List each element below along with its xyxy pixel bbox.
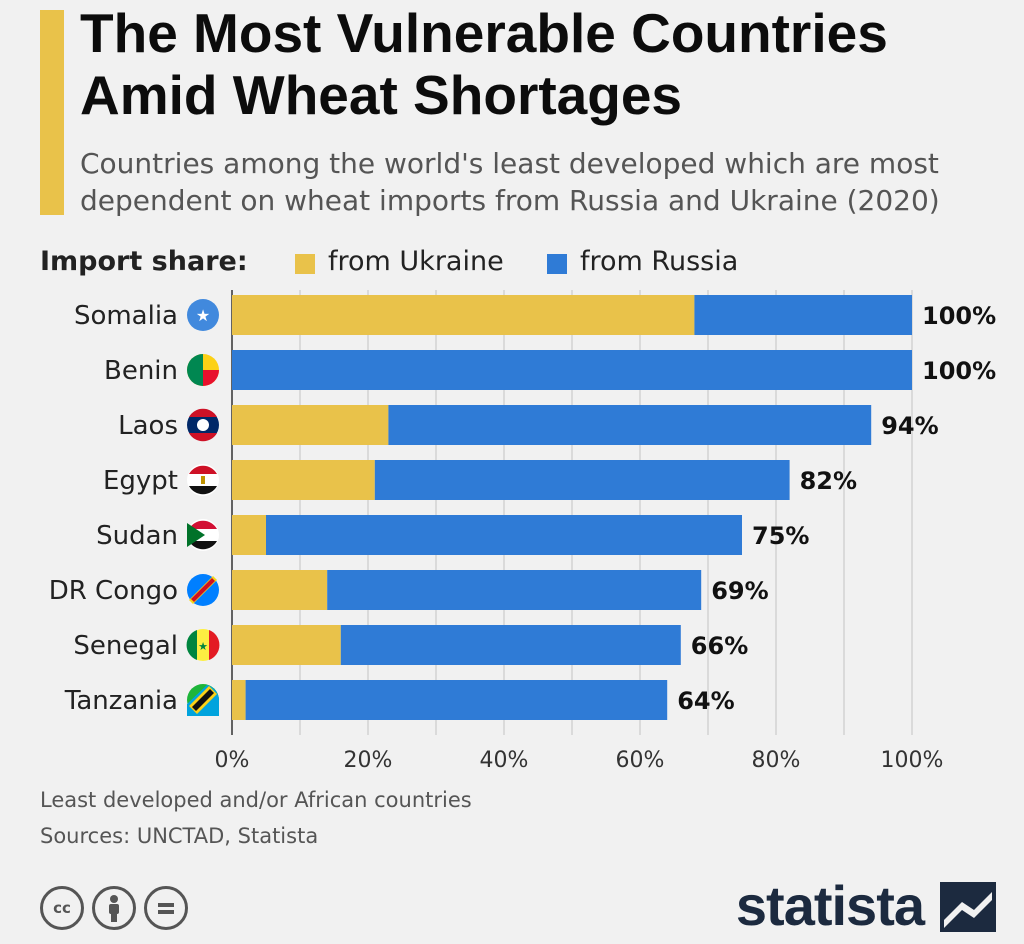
laos-flag-icon [189,433,217,442]
tanzania-flag-icon [192,689,214,711]
x-tick-label: 80% [752,748,801,773]
by-icon [92,886,136,930]
category-label: Laos [118,411,178,441]
bar-ukraine [232,460,375,500]
senegal-flag-icon [209,630,220,660]
page-subtitle: Countries among the world's least develo… [80,147,940,217]
somalia-flag-icon [187,299,219,331]
bar-russia [266,515,742,555]
sudan-flag-icon [187,523,205,547]
egypt-flag-icon [189,486,217,495]
category-label: DR Congo [49,576,178,606]
bar-chart: 100% Somalia ★ 100% Benin 94% Laos 82% Egypt 75% S… [49,290,996,773]
laos-flag-icon [189,408,217,417]
category-label: Somalia [74,301,178,331]
x-tick-label: 40% [480,748,529,773]
bar-total-label: 69% [711,577,768,605]
bar-ukraine [232,680,246,720]
legend-label: Import share: [40,246,248,277]
legend-item-russia: from Russia [580,246,739,277]
sudan-flag-icon [189,541,217,550]
egypt-flag-icon [189,465,217,474]
bar-total-label: 75% [752,522,809,550]
category-label: Benin [104,356,178,386]
category-label: Tanzania [64,686,178,716]
x-tick-label: 20% [344,748,393,773]
x-tick-label: 60% [616,748,665,773]
legend-item-ukraine: from Ukraine [328,246,504,277]
senegal-flag-icon: ★ [198,640,208,653]
category-label: Senegal [73,631,178,661]
bar-total-label: 100% [922,357,996,385]
bar-total-label: 66% [691,632,748,660]
bar-russia [232,350,912,390]
bar-ukraine [232,515,266,555]
benin-flag-icon [203,370,219,386]
legend-swatch-ukraine [295,254,315,274]
category-label: Egypt [103,466,178,496]
dr-congo-flag-icon [191,578,215,602]
bar-ukraine [232,405,389,445]
category-label: Sudan [96,521,178,551]
bar-total-label: 94% [881,412,938,440]
bar-russia [694,295,912,335]
bar-russia [374,460,790,500]
bar-total-label: 82% [800,467,857,495]
legend-swatch-russia [547,254,567,274]
senegal-flag-icon [186,630,197,660]
bar-total-label: 64% [677,687,734,715]
bar-russia [388,405,872,445]
statista-logo-icon [940,882,996,932]
footnote: Least developed and/or African countries [40,788,472,812]
sudan-flag-icon [189,520,217,529]
statista-logo-text: statista [735,874,925,937]
nd-icon [144,886,188,930]
cc-icon: cc [40,886,84,930]
bar-russia [340,625,681,665]
bar-ukraine [232,570,328,610]
somalia-flag-icon: ★ [196,306,210,325]
x-tick-label: 0% [215,748,250,773]
page-title: The Most Vulnerable Countries Amid Wheat… [80,2,888,126]
bar-russia [327,570,702,610]
bar-total-label: 100% [922,302,996,330]
bar-ukraine [232,625,341,665]
accent-bar [40,10,64,215]
bar-russia [245,680,668,720]
sources: Sources: UNCTAD, Statista [40,824,319,848]
laos-flag-icon [197,419,209,431]
egypt-flag-icon [201,476,205,484]
benin-flag-icon [187,354,203,386]
bar-ukraine [232,295,695,335]
x-tick-label: 100% [881,748,944,773]
